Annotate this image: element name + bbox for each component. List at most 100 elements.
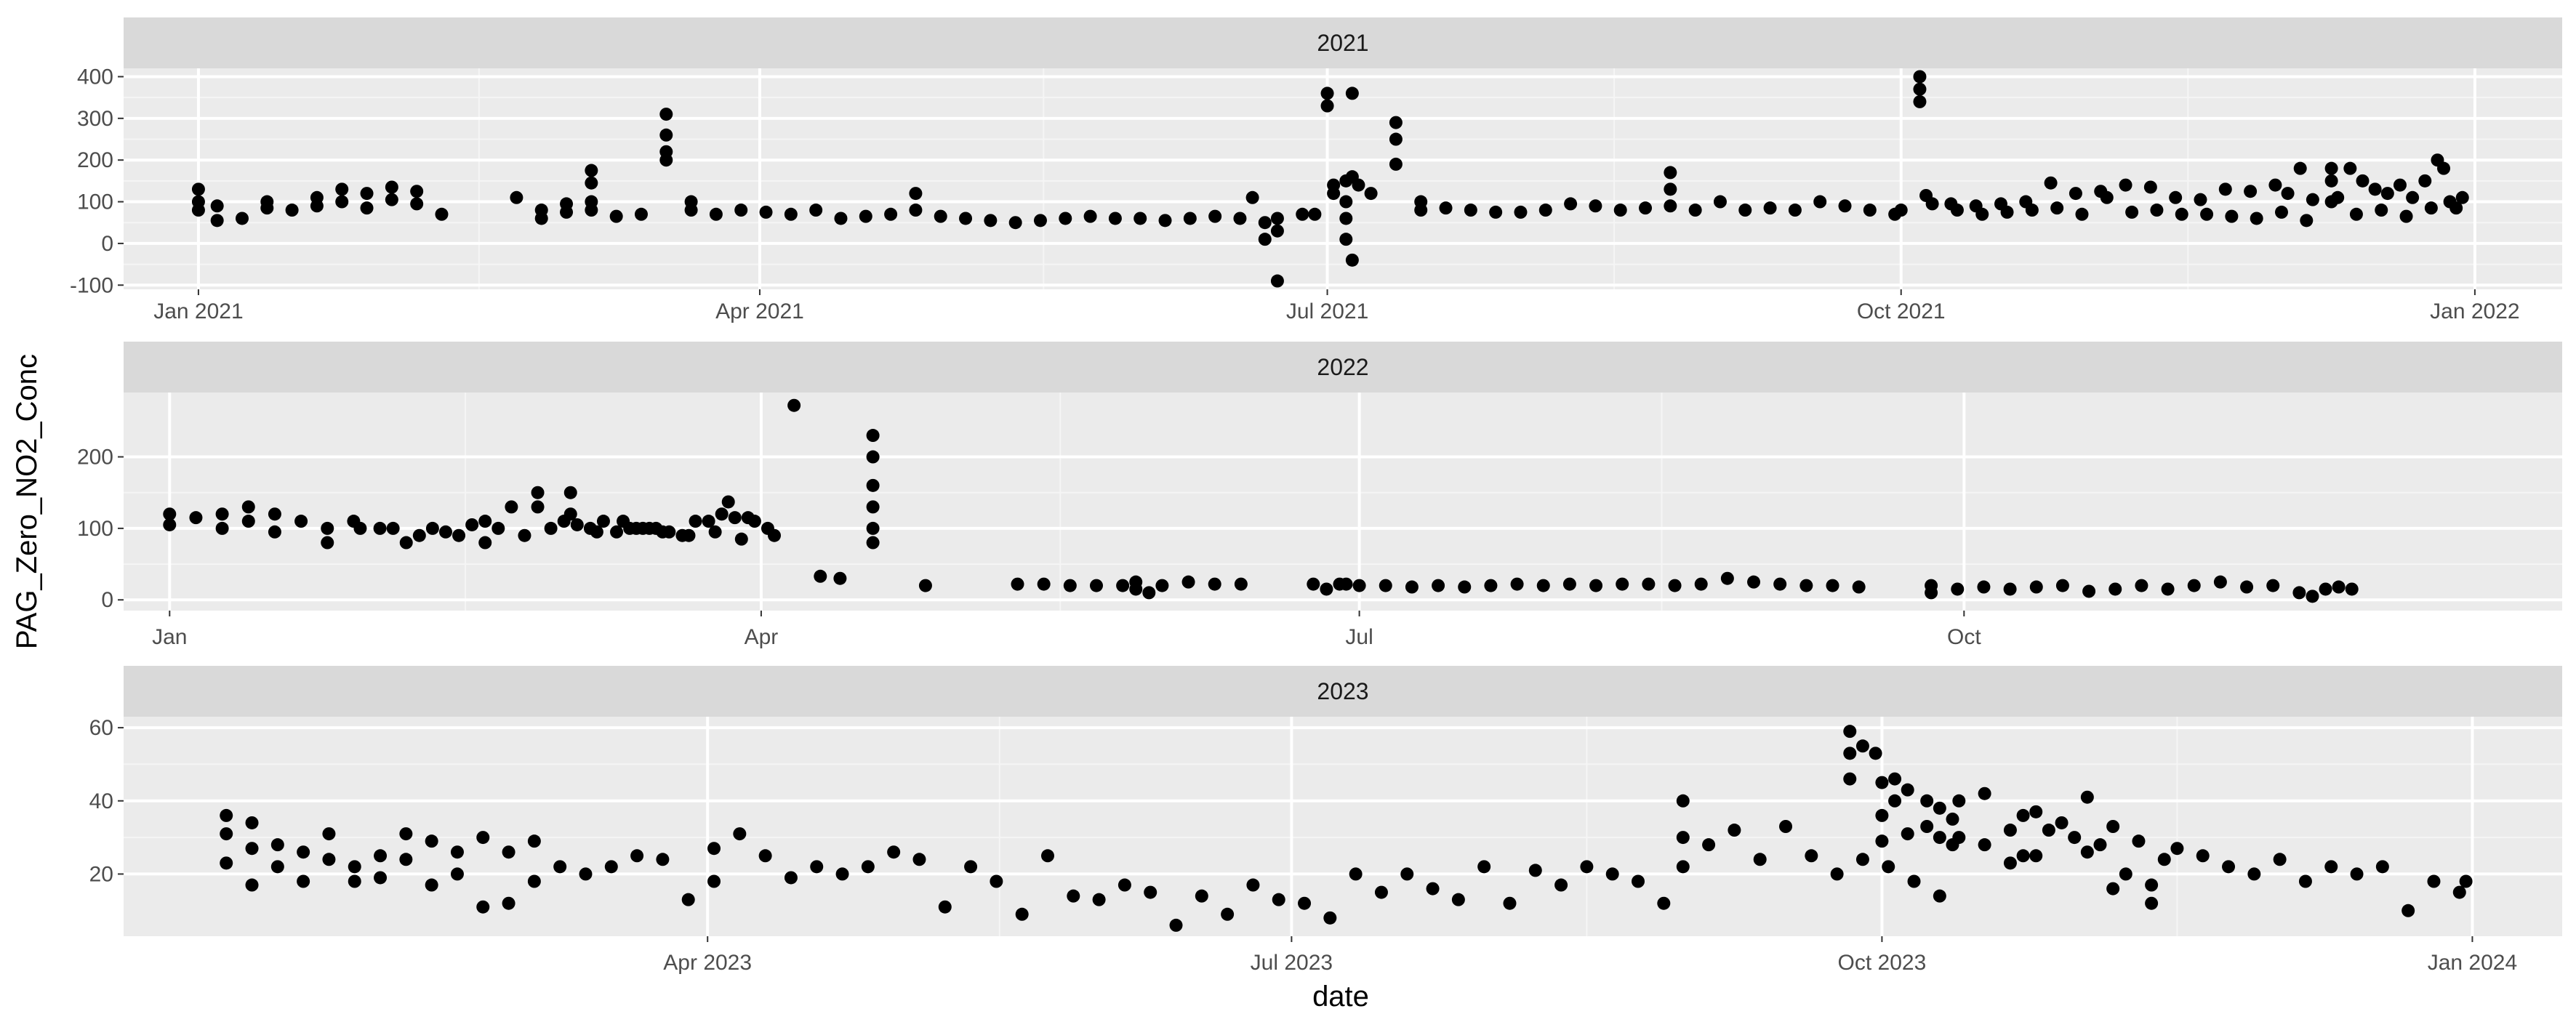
- data-point: [2135, 579, 2148, 592]
- data-point: [2029, 849, 2043, 863]
- data-point: [544, 521, 558, 535]
- panel-2023: 2023 20 40 60 Apr 2023 Jul 2023 Oct 2023 Jan 20…: [89, 666, 2562, 975]
- data-point: [2050, 201, 2064, 215]
- data-point: [425, 834, 438, 848]
- data-point: [2300, 214, 2314, 228]
- data-point: [399, 827, 413, 841]
- data-point: [1994, 197, 2007, 211]
- data-point: [2293, 161, 2307, 175]
- data-point: [610, 525, 624, 539]
- data-point: [335, 195, 349, 209]
- data-point: [585, 164, 598, 177]
- data-point: [1913, 70, 1927, 84]
- data-point: [1008, 216, 1022, 230]
- data-point: [1067, 889, 1080, 903]
- data-point: [715, 507, 729, 521]
- data-point: [659, 108, 673, 121]
- data-point: [1978, 786, 1991, 800]
- data-point: [833, 571, 847, 585]
- data-point: [1400, 867, 1414, 881]
- data-point: [758, 849, 772, 863]
- data-point: [1272, 893, 1285, 906]
- data-point: [656, 525, 670, 539]
- x-tick-label: Jan: [152, 625, 187, 649]
- data-point: [1379, 579, 1392, 592]
- data-point: [478, 515, 492, 528]
- data-point: [2003, 856, 2017, 870]
- data-point: [245, 878, 259, 892]
- data-point: [866, 521, 880, 535]
- data-point: [1882, 860, 1895, 874]
- y-axis-title: PAG_Zero_NO2_Conc: [11, 354, 43, 649]
- data-point: [1089, 579, 1103, 592]
- data-point: [518, 528, 531, 542]
- data-point: [1843, 772, 1857, 786]
- data-point: [1414, 204, 1428, 217]
- data-point: [1158, 214, 1172, 228]
- data-point: [2402, 904, 2415, 917]
- data-point: [2247, 867, 2261, 881]
- data-point: [374, 849, 388, 863]
- data-point: [2080, 845, 2094, 859]
- data-point: [321, 536, 334, 550]
- data-point: [385, 193, 398, 206]
- data-point: [531, 500, 545, 514]
- data-point: [707, 842, 721, 856]
- data-point: [1813, 195, 1827, 209]
- data-point: [1129, 582, 1143, 596]
- data-point: [1374, 885, 1388, 899]
- data-point: [682, 528, 696, 542]
- data-point: [728, 511, 742, 525]
- data-point: [787, 398, 801, 412]
- data-point: [1142, 586, 1156, 600]
- data-point: [1059, 212, 1072, 225]
- data-point: [399, 536, 413, 550]
- data-point: [270, 838, 284, 852]
- data-point: [1946, 812, 1959, 826]
- data-point: [386, 521, 400, 535]
- data-point: [1116, 579, 1130, 592]
- data-point: [425, 521, 439, 535]
- data-point: [2119, 867, 2132, 881]
- data-point: [609, 209, 623, 223]
- data-point: [2273, 853, 2287, 866]
- data-point: [784, 207, 798, 221]
- data-point: [245, 842, 259, 856]
- x-axis-title: date: [1312, 981, 1369, 1013]
- data-point: [2187, 579, 2201, 592]
- data-point: [2350, 867, 2364, 881]
- data-point: [531, 486, 545, 499]
- data-point: [1489, 205, 1503, 219]
- data-point: [689, 515, 702, 528]
- y-tick-label: 100: [77, 517, 113, 541]
- data-point: [510, 190, 523, 204]
- data-point: [2455, 190, 2469, 204]
- data-point: [410, 185, 424, 198]
- data-point: [1183, 212, 1197, 225]
- data-point: [1788, 204, 1802, 217]
- data-point: [1439, 201, 1453, 215]
- data-point: [297, 845, 310, 859]
- data-point: [1613, 204, 1627, 217]
- data-point: [1270, 274, 1284, 288]
- data-point: [2055, 579, 2069, 592]
- data-point: [721, 495, 735, 509]
- facet-strip-label: 2021: [1317, 30, 1368, 56]
- data-point: [1664, 182, 1677, 196]
- data-point: [1320, 582, 1333, 596]
- data-point: [2298, 874, 2312, 888]
- data-point: [861, 860, 875, 874]
- data-point: [476, 900, 490, 914]
- data-point: [1589, 579, 1603, 592]
- data-point: [241, 515, 255, 528]
- data-point: [1195, 889, 1208, 903]
- data-point: [2452, 885, 2466, 899]
- data-point: [2375, 204, 2388, 217]
- data-point: [2108, 582, 2122, 596]
- data-point: [1536, 579, 1550, 592]
- facet-strip: [124, 17, 2562, 68]
- data-point: [1919, 188, 1933, 202]
- data-point: [2375, 860, 2389, 874]
- data-point: [2082, 584, 2096, 598]
- data-point: [1580, 860, 1594, 874]
